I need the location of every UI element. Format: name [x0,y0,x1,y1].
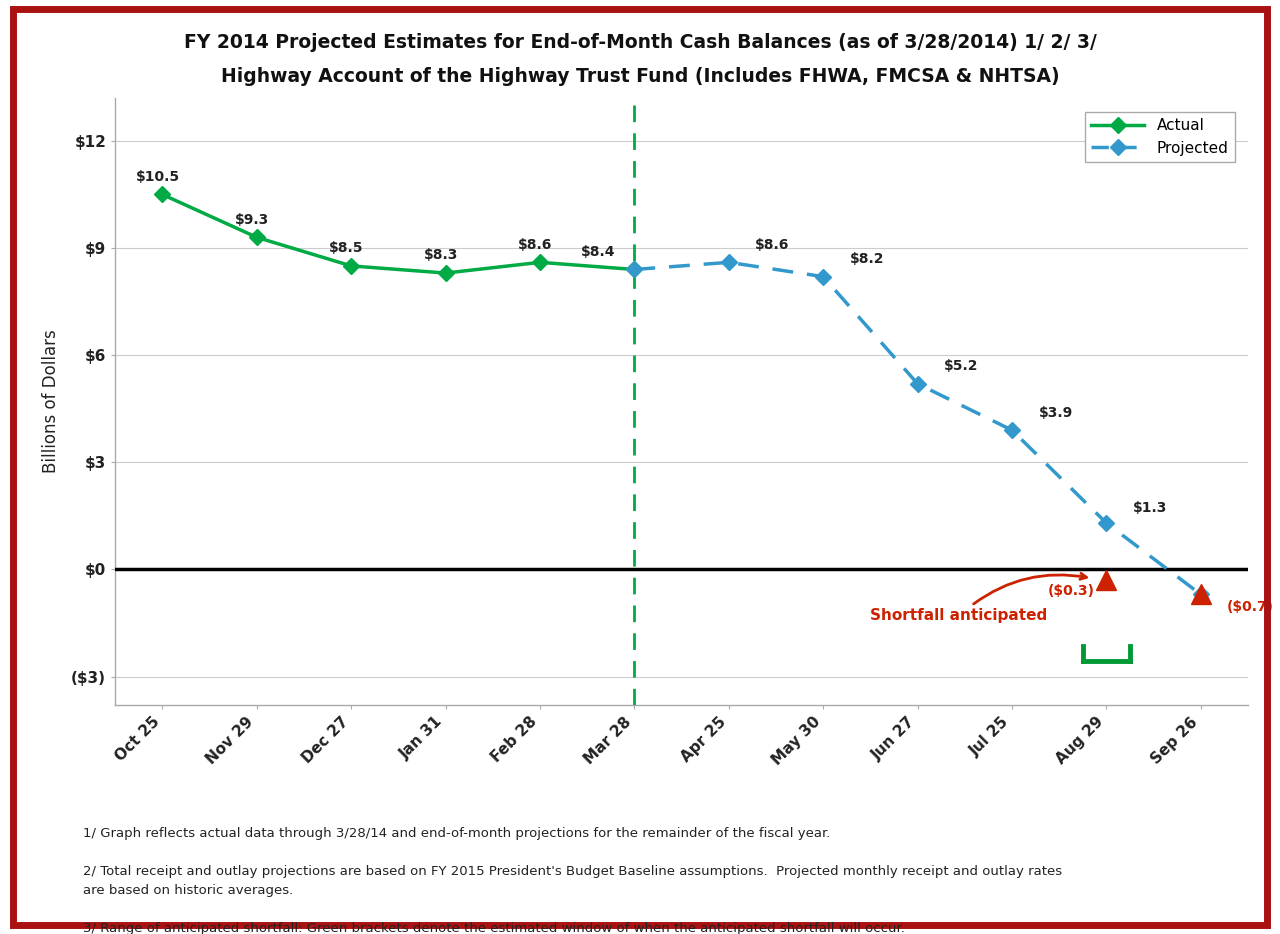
Text: $8.3: $8.3 [424,248,458,262]
Text: $8.6: $8.6 [755,238,790,252]
Text: $8.2: $8.2 [850,252,884,266]
Text: ($0.7): ($0.7) [1228,600,1274,614]
Text: $9.3: $9.3 [236,213,269,227]
Y-axis label: Billions of Dollars: Billions of Dollars [42,330,60,474]
Text: Shortfall anticipated: Shortfall anticipated [870,573,1087,623]
Text: ($0.3): ($0.3) [1048,584,1096,598]
Text: FY 2014 Projected Estimates for End-of-Month Cash Balances (as of 3/28/2014) 1/ : FY 2014 Projected Estimates for End-of-M… [183,33,1097,51]
Text: $10.5: $10.5 [136,170,179,184]
Text: $5.2: $5.2 [945,360,978,374]
Text: 1/ Graph reflects actual data through 3/28/14 and end-of-month projections for t: 1/ Graph reflects actual data through 3/… [83,827,1062,934]
Text: $3.9: $3.9 [1038,405,1073,419]
Text: $8.5: $8.5 [329,241,364,255]
Text: Highway Account of the Highway Trust Fund (Includes FHWA, FMCSA & NHTSA): Highway Account of the Highway Trust Fun… [220,67,1060,86]
Text: $8.6: $8.6 [518,238,553,252]
Legend: Actual, Projected: Actual, Projected [1085,112,1235,162]
Text: $1.3: $1.3 [1133,501,1167,515]
Text: $8.4: $8.4 [581,245,616,259]
